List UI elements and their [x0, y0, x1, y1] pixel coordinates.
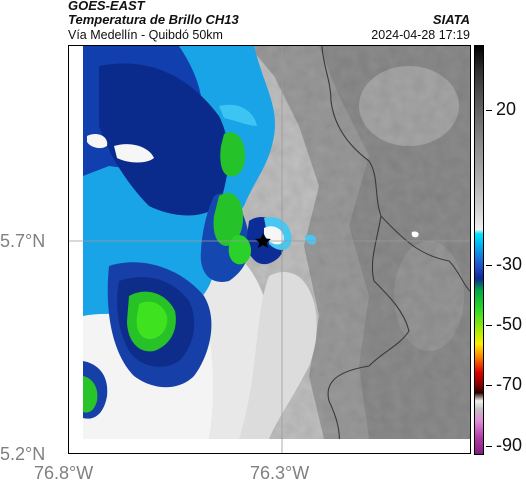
y-tick-label: 5.2°N	[0, 444, 46, 464]
colorbar-tick	[486, 110, 492, 111]
x-tick-label: 76.8°W	[34, 463, 94, 483]
agency-label: SIATA	[432, 12, 470, 27]
colorbar-tick	[486, 385, 492, 386]
product-title: Temperatura de Brillo CH13	[68, 12, 239, 27]
datetime-label: 2024-04-28 17:19	[371, 28, 470, 42]
colorbar-tick	[486, 265, 492, 266]
satellite-title: GOES-EAST	[68, 0, 145, 13]
department-boundary-line-east	[380, 215, 470, 292]
colorbar	[474, 45, 484, 455]
satellite-map	[68, 45, 471, 454]
colorbar-label: -50	[496, 314, 523, 334]
colorbar-label: -70	[496, 374, 523, 394]
region-subtitle: Vía Medellín - Quibdó 50km	[68, 28, 223, 42]
y-tick-label: 5.7°N	[0, 231, 46, 251]
colorbar-label: -30	[496, 254, 523, 274]
brightness-temperature-image	[69, 46, 470, 453]
x-tick-label: 76.3°W	[250, 463, 310, 483]
department-boundary-line	[321, 46, 410, 453]
colorbar-tick	[486, 446, 492, 447]
colorbar-label: 20	[496, 99, 517, 119]
star-marker-icon	[255, 233, 271, 248]
colorbar-tick	[486, 325, 492, 326]
colorbar-label: -90	[496, 435, 523, 455]
